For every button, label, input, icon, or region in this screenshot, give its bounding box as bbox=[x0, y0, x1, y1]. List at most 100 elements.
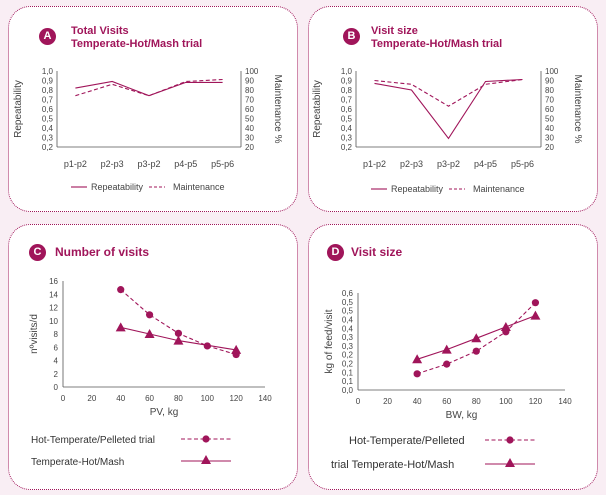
x-tick-label: 80 bbox=[174, 394, 183, 403]
legend-label: Repeatability bbox=[391, 184, 444, 194]
panel-a: A Total Visits Temperate-Hot/Mash trial … bbox=[8, 6, 298, 212]
panel-b-title: Visit size Temperate-Hot/Mash trial bbox=[371, 25, 502, 51]
y-tick-label-left: 0,3 bbox=[42, 134, 54, 143]
y-tick-label-right: 20 bbox=[245, 143, 254, 152]
y-tick-label-right: 60 bbox=[545, 105, 554, 114]
legend-marker-circle bbox=[202, 435, 210, 443]
y-tick-label-left: 0,7 bbox=[42, 96, 54, 105]
y-tick-label: 2 bbox=[54, 370, 59, 379]
x-tick-label: p4-p5 bbox=[174, 159, 197, 169]
y-tick-label: 0,5 bbox=[342, 298, 354, 307]
y-tick-label-left: 0,2 bbox=[42, 143, 54, 152]
y-tick-label-left: 0,4 bbox=[42, 124, 54, 133]
x-tick-label: 0 bbox=[356, 397, 361, 406]
panel-d: D Visit size 0,0 0,1 0,1 0,2 0,2 0,3 0,3 0,4 0,4… bbox=[308, 224, 598, 490]
y-tick-label-right: 70 bbox=[245, 96, 254, 105]
x-tick-label: 20 bbox=[383, 397, 392, 406]
y-tick-label-left: 0,9 bbox=[341, 77, 353, 86]
y-tick-label-left: 0,6 bbox=[341, 105, 353, 114]
y-tick-label: 12 bbox=[49, 304, 58, 313]
panel-c: C Number of visits 0 2 4 6 8 10 12 14 16 0 20 40 60 8… bbox=[8, 224, 298, 490]
y-axis-label-right: Maintenance % bbox=[272, 75, 283, 144]
y-tick-label: 0,3 bbox=[342, 333, 354, 342]
x-tick-label: p5-p6 bbox=[511, 159, 534, 169]
y-axis-label-right: Maintenance % bbox=[572, 75, 583, 144]
legend-label: Hot-Temperate/Pelleted trial bbox=[31, 435, 155, 446]
series-line-2 bbox=[120, 326, 237, 351]
panel-b-title-line2: Temperate-Hot/Mash trial bbox=[371, 38, 503, 50]
data-point-triangle bbox=[471, 333, 482, 343]
x-tick-label: p4-p5 bbox=[474, 159, 497, 169]
y-tick-label-left: 0,2 bbox=[341, 143, 353, 152]
x-tick-label: 120 bbox=[229, 394, 243, 403]
y-tick-label: 0,1 bbox=[342, 377, 354, 386]
x-tick-label: p3-p2 bbox=[137, 159, 160, 169]
y-tick-label: 0,4 bbox=[342, 324, 354, 333]
x-tick-label: 140 bbox=[558, 397, 572, 406]
data-point-circle bbox=[472, 347, 480, 355]
legend-label: Maintenance bbox=[173, 182, 225, 192]
y-tick-label-right: 70 bbox=[545, 96, 554, 105]
data-point-circle bbox=[174, 329, 183, 337]
x-axis-label: BW, kg bbox=[446, 410, 478, 421]
y-tick-label: 14 bbox=[49, 290, 58, 299]
x-tick-label: p2-p3 bbox=[400, 159, 423, 169]
y-tick-label: 8 bbox=[54, 330, 59, 339]
y-tick-label-left: 0,9 bbox=[42, 77, 54, 86]
data-point-circle bbox=[413, 370, 421, 378]
x-tick-label: p1-p2 bbox=[363, 159, 386, 169]
legend-marker-circle bbox=[506, 436, 514, 444]
y-axis-label: kg of feed/visit bbox=[324, 309, 335, 373]
y-tick-label-right: 90 bbox=[545, 77, 554, 86]
panel-c-badge: C bbox=[29, 244, 46, 261]
y-tick-label: 0 bbox=[54, 383, 59, 392]
y-tick-label-right: 80 bbox=[545, 86, 554, 95]
series-line-maintenance bbox=[374, 78, 523, 107]
legend-label: Temperate-Hot/Mash bbox=[31, 457, 124, 468]
x-tick-label: 40 bbox=[116, 394, 125, 403]
data-point-triangle bbox=[500, 321, 511, 331]
x-tick-label: 20 bbox=[87, 394, 96, 403]
x-tick-label: 60 bbox=[442, 397, 451, 406]
data-point-circle bbox=[203, 342, 211, 350]
y-tick-label-left: 0,5 bbox=[42, 115, 54, 124]
y-tick-label: 0,4 bbox=[342, 315, 354, 324]
y-tick-label-left: 0,4 bbox=[341, 124, 353, 133]
y-tick-label: 0,1 bbox=[342, 368, 354, 377]
panel-b-badge: B bbox=[343, 28, 360, 45]
data-point-triangle bbox=[144, 329, 155, 338]
panel-a-title: Total Visits Temperate-Hot/Mash trial bbox=[71, 25, 202, 51]
data-point-triangle bbox=[530, 310, 541, 320]
series-line-1 bbox=[120, 289, 237, 356]
data-point-triangle bbox=[231, 344, 242, 354]
y-tick-label: 10 bbox=[49, 317, 58, 326]
y-tick-label: 6 bbox=[54, 343, 59, 352]
y-axis-label: nºvisits/d bbox=[29, 314, 40, 354]
legend-marker-triangle bbox=[201, 455, 211, 464]
panel-b-title-line1: Visit size bbox=[371, 25, 418, 37]
x-tick-label: 140 bbox=[258, 394, 272, 403]
y-tick-label: 4 bbox=[54, 357, 59, 366]
y-tick-label: 16 bbox=[49, 277, 58, 286]
panel-c-chart: 0 2 4 6 8 10 12 14 16 0 20 40 60 80 100 120 140 nºvisits/… bbox=[29, 277, 272, 468]
x-axis-label: PV, kg bbox=[150, 407, 179, 418]
y-tick-label-right: 60 bbox=[245, 105, 254, 114]
y-tick-label-right: 100 bbox=[245, 67, 259, 76]
x-tick-label: p5-p6 bbox=[211, 159, 234, 169]
legend-label: Repeatability bbox=[91, 182, 144, 192]
data-point-circle bbox=[145, 311, 154, 319]
data-point-triangle bbox=[441, 344, 452, 354]
panel-a-badge: A bbox=[39, 28, 56, 45]
legend-label: Hot-Temperate/Pelleted bbox=[349, 435, 465, 447]
y-tick-label-left: 0,6 bbox=[42, 105, 54, 114]
series-line-repeatability bbox=[374, 78, 523, 140]
series-line-repeatability bbox=[75, 80, 223, 97]
data-point-triangle bbox=[173, 335, 184, 345]
y-tick-label-right: 30 bbox=[245, 134, 254, 143]
data-point-circle bbox=[117, 286, 125, 294]
data-point-circle bbox=[443, 360, 451, 368]
panel-b-chart: 0,20,30,40,50,60,70,80,91,0 2030405060708… bbox=[312, 67, 583, 194]
legend-marker-triangle bbox=[505, 458, 515, 467]
y-tick-label: 0,5 bbox=[342, 307, 354, 316]
y-tick-label: 0,3 bbox=[342, 342, 354, 351]
